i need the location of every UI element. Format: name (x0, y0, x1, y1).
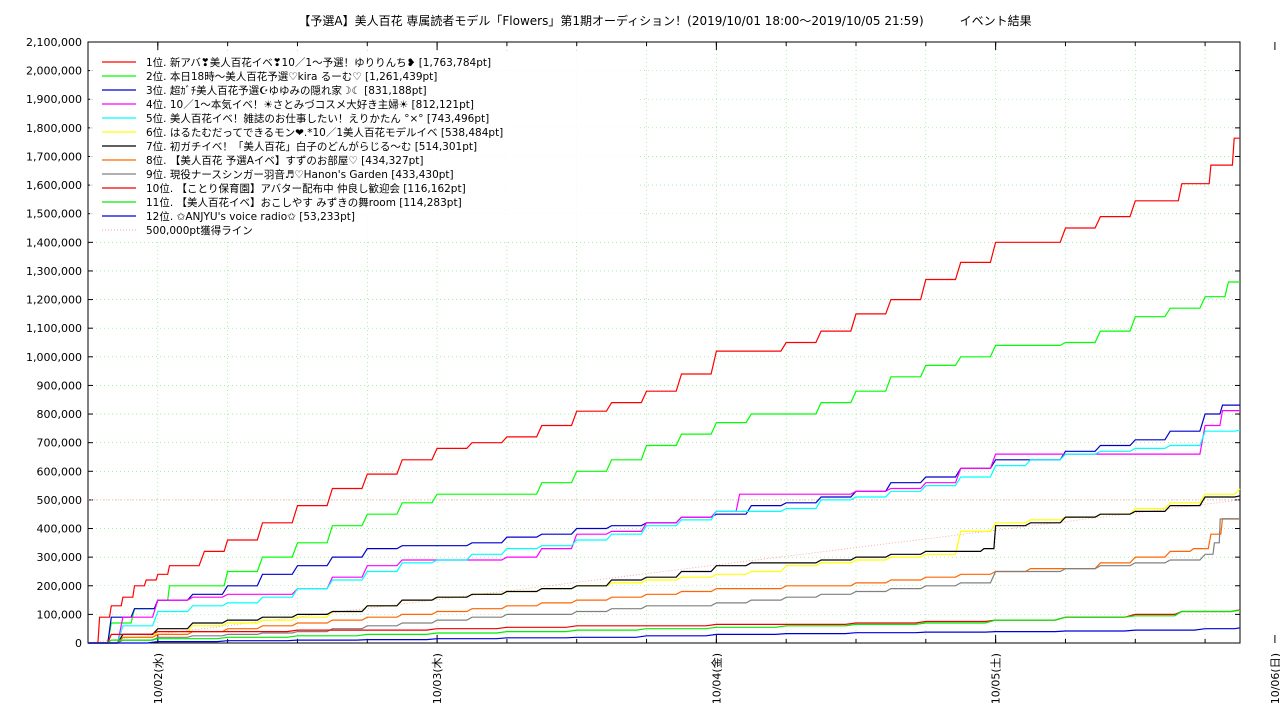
series-line-5 (88, 429, 1241, 644)
y-tick-label: 800,000 (37, 408, 83, 421)
legend-label: 8位. 【美人百花 予選Aイベ】すずのお部屋♡ [434,327pt] (146, 154, 424, 167)
series-line-8 (88, 518, 1240, 644)
legend-label: 9位. 現役ナースシンガー羽音♬♡Hanon's Garden [433,430… (146, 168, 454, 181)
x-tick-label: 10/02(水) (152, 653, 165, 704)
x-tick-label: 10/05(土) (990, 653, 1003, 704)
x-tick-label: 10/03(木) (431, 653, 444, 704)
y-tick-label: 600,000 (37, 465, 83, 478)
y-tick-label: 300,000 (37, 551, 83, 564)
y-tick-label: 1,000,000 (26, 351, 82, 364)
legend-label: 3位. 超ｶﾞﾁ美人百花予選☪ゆゆみの隠れ家☽☾ [831,188pt] (146, 84, 427, 97)
legend-label: 6位. はるたむだってできるモン❤.*10／1美人百花モデルイベ [538,48… (146, 126, 503, 139)
series-line-12 (88, 627, 1241, 644)
legend-label: 11位. 【美人百花イベ】おこしやす みずきの舞room [114,283pt] (146, 196, 462, 209)
x-tick-label: 10/04(金) (709, 653, 723, 704)
legend-label: 7位. 初ガチイベ！「美人百花」白子のどんがらじる〜む [514,301pt] (146, 140, 477, 153)
plot-frame (87, 41, 1241, 644)
y-tick-label: 900,000 (37, 379, 83, 392)
legend-label: 12位. ✩ANJYU's voice radio✩ [53,233pt] (146, 210, 355, 223)
legend: 1位. 新アバ❣美人百花イベ❣10／1〜予選！ゆりりんち❥ [1,763,784… (90, 52, 638, 240)
series-line-9 (88, 518, 1240, 644)
series-lines (87, 137, 1241, 644)
x-tick-label: 10/06(日) (1269, 653, 1280, 704)
legend-label: 10位. 【ことり保育園】アバター配布中 仲良し歓迎会 [116,162pt] (146, 182, 466, 195)
y-tick-label: 1,400,000 (26, 236, 82, 249)
series-line-6 (88, 488, 1241, 644)
legend-label: 1位. 新アバ❣美人百花イベ❣10／1〜予選！ゆりりんち❥ [1,763,784… (146, 56, 491, 69)
legend-label: 2位. 本日18時〜美人百花予選♡kira るーむ♡ [1,261,439pt] (146, 70, 437, 83)
y-tick-label: 400,000 (37, 523, 83, 536)
y-tick-label: 0 (75, 637, 82, 650)
y-tick-label: 500,000 (37, 494, 83, 507)
y-tick-label: 1,300,000 (26, 265, 82, 278)
series-line-7 (88, 495, 1241, 644)
axes: 0 100,000 200,000 300,000 400,000 500,000 600,… (26, 36, 1280, 704)
y-tick-label: 700,000 (37, 437, 83, 450)
y-tick-label: 200,000 (37, 580, 83, 593)
y-tick-label: 100,000 (37, 608, 83, 621)
series-line-1 (88, 137, 1240, 644)
legend-label: 500,000pt獲得ライン (146, 224, 253, 237)
y-tick-label: 1,700,000 (26, 150, 82, 163)
legend-label: 5位. 美人百花イベ！雑誌のお仕事したい！えりかたん °×° [743,496p… (146, 112, 489, 125)
series-line-2 (88, 281, 1240, 644)
y-tick-label: 1,900,000 (26, 93, 82, 106)
legend-background (90, 52, 638, 240)
y-tick-label: 1,200,000 (26, 294, 82, 307)
series-line-11 (88, 609, 1241, 644)
legend-label: 4位. 10／1〜本気イベ！☀さとみづコスメ大好き主婦☀ [812,121pt] (146, 98, 474, 111)
chart-title: 【予選A】美人百花 専属読者モデル「Flowers」第1期オーディション！(20… (298, 13, 1031, 28)
y-tick-label: 1,100,000 (26, 322, 82, 335)
y-tick-label: 1,600,000 (26, 179, 82, 192)
y-tick-label: 2,000,000 (26, 65, 82, 78)
series-line-3 (88, 404, 1240, 644)
y-tick-label: 2,100,000 (26, 36, 82, 49)
y-tick-label: 1,800,000 (26, 122, 82, 135)
y-tick-label: 1,500,000 (26, 208, 82, 221)
